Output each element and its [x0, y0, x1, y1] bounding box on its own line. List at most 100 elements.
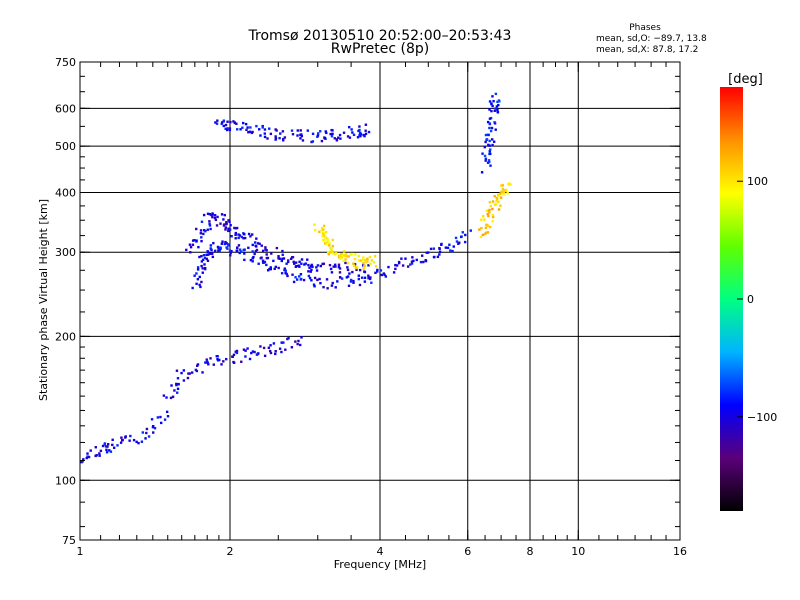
data-point	[252, 255, 255, 259]
data-point	[487, 209, 491, 212]
data-point	[162, 394, 166, 397]
data-point	[200, 239, 203, 243]
data-point	[297, 339, 300, 343]
data-point	[325, 131, 328, 135]
data-point	[463, 240, 467, 244]
data-point	[490, 138, 494, 141]
data-point	[233, 226, 236, 230]
y-tick-label: 200	[55, 330, 76, 343]
data-point	[227, 243, 231, 246]
data-point	[316, 278, 319, 282]
data-point	[228, 228, 232, 231]
data-point	[488, 201, 492, 204]
data-point	[299, 133, 302, 137]
data-point	[250, 351, 253, 355]
data-point	[165, 396, 168, 399]
data-point	[124, 435, 127, 438]
data-point	[204, 266, 207, 270]
data-point	[332, 265, 335, 268]
data-point	[225, 222, 228, 225]
data-point	[225, 242, 228, 245]
data-point	[334, 265, 337, 268]
data-point	[325, 242, 328, 245]
data-point	[348, 272, 351, 275]
data-point	[246, 126, 249, 129]
data-point	[489, 204, 492, 208]
data-point	[280, 259, 283, 263]
data-point	[278, 347, 282, 350]
data-point	[281, 253, 284, 257]
data-point	[145, 427, 149, 431]
data-point	[173, 389, 176, 392]
data-point	[222, 360, 225, 363]
data-point	[485, 209, 488, 212]
data-point	[251, 260, 254, 263]
data-point	[210, 251, 214, 255]
data-point	[490, 109, 493, 113]
data-point	[326, 250, 330, 254]
data-point	[357, 277, 361, 281]
data-point	[325, 230, 328, 234]
data-point	[323, 136, 326, 139]
data-point	[304, 262, 307, 265]
data-point	[224, 127, 227, 131]
data-point	[324, 236, 328, 239]
data-point	[426, 251, 430, 254]
data-point	[225, 220, 228, 224]
data-point	[326, 287, 329, 290]
data-point	[420, 254, 424, 257]
data-point	[205, 253, 208, 257]
data-point	[223, 242, 227, 246]
data-point	[299, 273, 303, 276]
data-point	[241, 121, 245, 125]
data-point	[346, 268, 350, 272]
data-point	[228, 220, 231, 223]
data-point	[263, 135, 267, 139]
data-point	[483, 154, 487, 158]
data-point	[340, 277, 344, 280]
data-point	[497, 103, 500, 107]
data-point	[248, 130, 252, 133]
data-point	[351, 131, 354, 134]
data-point	[338, 271, 342, 274]
data-point	[221, 240, 224, 243]
data-point	[324, 130, 327, 133]
data-point	[274, 352, 277, 356]
data-point	[506, 191, 509, 195]
data-point	[111, 443, 114, 447]
data-point	[226, 120, 229, 123]
data-point	[223, 213, 227, 217]
data-point	[481, 215, 485, 218]
data-point	[438, 253, 441, 256]
data-point	[263, 260, 267, 264]
data-point	[489, 129, 493, 133]
data-point	[108, 449, 111, 452]
data-point	[265, 263, 268, 267]
data-point	[359, 259, 363, 262]
data-point	[86, 455, 89, 458]
colorbar-title: [deg]	[728, 72, 763, 87]
data-point	[235, 349, 239, 353]
data-point	[109, 450, 113, 453]
data-point	[251, 350, 255, 353]
data-point	[200, 260, 204, 263]
data-point	[347, 255, 350, 258]
data-point	[507, 183, 510, 186]
data-point	[325, 240, 329, 244]
data-point	[362, 267, 365, 271]
data-point	[454, 236, 458, 240]
data-point	[224, 357, 228, 361]
data-point	[424, 259, 427, 262]
data-point	[196, 363, 200, 366]
data-point	[106, 442, 110, 446]
data-point	[169, 396, 173, 400]
data-point	[488, 108, 491, 111]
data-point	[195, 369, 199, 373]
data-point	[363, 270, 366, 273]
data-point	[283, 267, 287, 270]
data-point	[322, 233, 325, 236]
data-point	[105, 448, 108, 452]
data-point	[205, 257, 208, 261]
data-point	[382, 272, 386, 275]
data-point	[486, 212, 489, 216]
